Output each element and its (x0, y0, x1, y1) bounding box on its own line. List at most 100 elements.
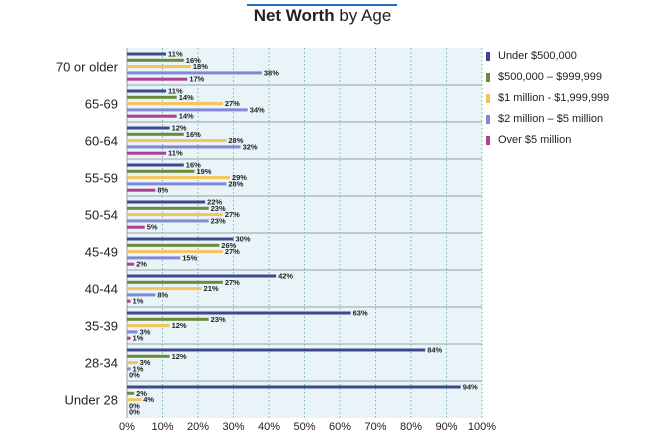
data-label: 16% (186, 56, 201, 65)
bar (127, 324, 170, 328)
bar (127, 336, 131, 340)
bar (127, 287, 202, 291)
bar (127, 52, 167, 56)
legend-label: $2 million – $5 million (498, 113, 604, 125)
data-label: 38% (264, 68, 279, 77)
data-label: 3% (140, 327, 151, 336)
data-label: 5% (147, 223, 158, 232)
legend-swatch (486, 52, 490, 61)
category-label: 65-69 (85, 97, 118, 112)
bar (127, 89, 167, 93)
data-label: 8% (157, 290, 168, 299)
x-tick-label: 50% (293, 421, 315, 433)
data-label: 1% (133, 364, 144, 373)
category-label: 60-64 (85, 134, 118, 149)
category-label: Under 28 (65, 393, 118, 408)
data-label: 14% (179, 93, 194, 102)
data-label: 14% (179, 112, 194, 121)
bar (127, 280, 223, 284)
x-tick-label: 60% (329, 421, 351, 433)
data-label: 0% (129, 408, 140, 417)
x-tick-label: 80% (400, 421, 422, 433)
chart-legend: Under $500,000 $500,000 – $999,999 $1 mill… (486, 50, 645, 155)
data-label: 4% (143, 395, 154, 404)
data-label: 32% (243, 142, 258, 151)
category-label: 40-44 (85, 282, 118, 297)
legend-swatch (486, 94, 490, 103)
data-label: 27% (225, 247, 240, 256)
data-label: 12% (172, 321, 187, 330)
data-label: 16% (186, 161, 201, 170)
bar (127, 58, 184, 62)
bar (127, 71, 262, 75)
bar (127, 398, 142, 402)
x-tick-label: 90% (435, 421, 457, 433)
legend-label: Over $5 million (498, 134, 572, 146)
data-label: 29% (232, 173, 247, 182)
data-label: 28% (228, 179, 243, 188)
legend-item: $500,000 – $999,999 (486, 71, 645, 92)
bar (127, 219, 209, 223)
data-label: 11% (168, 149, 183, 158)
data-label: 8% (157, 186, 168, 195)
bar (127, 77, 188, 81)
data-label: 0% (129, 401, 140, 410)
bar (127, 243, 220, 247)
legend-swatch (486, 73, 490, 82)
bar (127, 348, 426, 352)
x-tick-label: 0% (119, 421, 135, 433)
data-label: 27% (225, 99, 240, 108)
bar (127, 95, 177, 99)
data-label: 17% (189, 75, 204, 84)
data-label: 19% (196, 167, 211, 176)
bar (127, 367, 131, 371)
data-label: 18% (193, 62, 208, 71)
bar (127, 65, 191, 69)
bar (127, 132, 184, 136)
legend-item: Over $5 million (486, 134, 645, 155)
bar (127, 354, 170, 358)
x-tick-label: 20% (187, 421, 209, 433)
category-label: 70 or older (56, 60, 119, 75)
legend-label: $1 million - $1,999,999 (498, 92, 610, 104)
data-label: 27% (225, 210, 240, 219)
bar (127, 126, 170, 130)
bar (127, 237, 234, 241)
bar (127, 169, 195, 173)
bar (127, 225, 145, 229)
data-label: 21% (204, 284, 219, 293)
bar (127, 213, 223, 217)
data-label: 0% (129, 371, 140, 380)
data-label: 15% (182, 253, 197, 262)
category-label: 28-34 (85, 356, 118, 371)
bar (127, 317, 209, 321)
data-label: 2% (136, 389, 147, 398)
chart-title: Net Worth by Age (0, 6, 645, 26)
data-label: 11% (168, 50, 183, 59)
x-tick-label: 10% (151, 421, 173, 433)
data-label: 1% (133, 334, 144, 343)
bar (127, 114, 177, 118)
legend-item: Under $500,000 (486, 50, 645, 71)
category-label: 55-59 (85, 171, 118, 186)
data-label: 23% (211, 204, 226, 213)
x-tick-label: 70% (364, 421, 386, 433)
bar (127, 250, 223, 254)
bar (127, 163, 184, 167)
chart-title-bold: Net Worth (253, 6, 335, 25)
bar (127, 262, 135, 266)
chart-title-rest: by Age (334, 6, 392, 25)
bar (127, 182, 227, 186)
bar (127, 391, 135, 395)
legend-label: $500,000 – $999,999 (498, 71, 602, 83)
x-tick-label: 40% (258, 421, 280, 433)
data-label: 23% (211, 216, 226, 225)
category-label: 50-54 (85, 208, 118, 223)
legend-item: $2 million – $5 million (486, 113, 645, 134)
data-label: 2% (136, 260, 147, 269)
data-label: 12% (172, 352, 187, 361)
bar (127, 200, 206, 204)
data-label: 27% (225, 278, 240, 287)
bar (127, 139, 227, 143)
